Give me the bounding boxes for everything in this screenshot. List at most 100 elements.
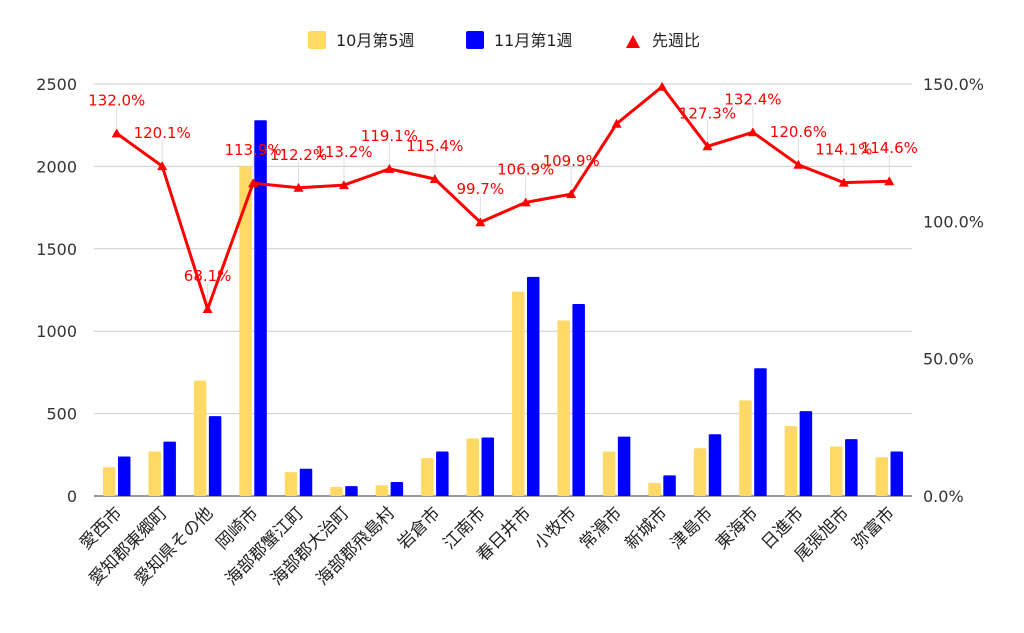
category-label: 岩倉市: [394, 503, 444, 553]
ratio-series-line: [115, 85, 890, 311]
ratio-point: [248, 178, 259, 188]
bar-series2: [208, 416, 222, 496]
legend-label-series1: 10月第5週: [336, 31, 415, 50]
bar-series1: [330, 486, 343, 496]
ratio-line: [111, 81, 895, 313]
left-tick-label: 0: [67, 487, 77, 506]
ratio-data-label: 114.1%: [815, 141, 872, 159]
ratio-data-label: 112.2%: [270, 146, 327, 164]
ratio-data-label: 119.1%: [361, 127, 418, 145]
legend-label-line: 先週比: [652, 31, 700, 50]
bar-series1: [102, 467, 116, 496]
bars: [102, 120, 904, 497]
legend-label-series2: 11月第1週: [494, 31, 573, 50]
category-label: 津島市: [667, 503, 717, 553]
right-tick-label: 150.0%: [923, 75, 984, 94]
bar-series2: [890, 451, 904, 496]
category-label: 小牧市: [530, 503, 580, 553]
bar-series2: [345, 486, 358, 496]
bar-series1: [375, 485, 389, 496]
bar-series2: [754, 368, 767, 496]
bar-series2: [617, 436, 631, 496]
bar-series2: [436, 451, 449, 496]
ratio-point: [520, 197, 531, 207]
bar-series1: [784, 425, 798, 496]
category-labels: 愛西市愛知郡東郷町愛知県その他岡崎市海部郡蟹江町海部郡大治町海部郡飛島村岩倉市江…: [76, 503, 899, 589]
left-tick-label: 2500: [36, 75, 77, 94]
ratio-point: [702, 141, 713, 151]
ratio-point: [111, 128, 122, 138]
bar-series1: [602, 451, 616, 496]
ratio-data-label: 68.1%: [184, 267, 232, 285]
bar-series2: [708, 434, 722, 496]
bar-series1: [693, 448, 707, 496]
bar-series1: [239, 166, 252, 496]
left-tick-label: 1500: [36, 240, 77, 259]
ratio-data-label: 132.4%: [724, 90, 781, 108]
bar-series2: [117, 456, 131, 496]
ratio-data-label: 113.9%: [224, 141, 281, 159]
legend-marker-line: [626, 35, 640, 48]
bar-series1: [557, 320, 570, 496]
ratio-point: [838, 177, 849, 187]
category-label: 弥富市: [849, 503, 899, 553]
right-tick-label: 100.0%: [923, 212, 984, 231]
right-tick-label: 0.0%: [923, 487, 964, 506]
bar-series2: [481, 437, 495, 496]
bar-series2: [572, 304, 585, 496]
left-tick-label: 500: [46, 405, 77, 424]
bar-series1: [466, 438, 480, 496]
ratio-point: [611, 118, 622, 128]
left-tick-label: 2000: [36, 157, 77, 176]
ratio-point: [338, 180, 349, 190]
legend-swatch-series2: [466, 31, 484, 49]
category-label: 東海市: [712, 503, 762, 553]
ratio-labels: 132.0% 120.1% 68.1% 113.9%112.2%113.2%119.1…: [88, 90, 918, 303]
left-axis: 0 500 1000 1500 2000 2500: [36, 75, 77, 506]
ratio-data-label: 115.4%: [406, 137, 463, 155]
ratio-point: [657, 81, 668, 91]
legend-swatch-series1: [308, 31, 326, 49]
bar-series2: [663, 475, 676, 496]
ratio-data-label: 127.3%: [679, 104, 736, 122]
bar-series1: [830, 446, 843, 496]
ratio-data-label: 109.9%: [543, 152, 600, 170]
ratio-point: [384, 163, 395, 173]
bar-series1: [648, 482, 661, 496]
left-tick-label: 1000: [36, 322, 77, 341]
bar-series1: [148, 451, 161, 496]
bar-series1: [193, 380, 207, 496]
ratio-point: [475, 217, 486, 227]
ratio-point: [157, 161, 168, 171]
ratio-point: [793, 159, 804, 169]
ratio-data-label: 120.6%: [770, 123, 827, 141]
bar-series2: [254, 120, 267, 497]
ratio-data-label: 132.0%: [88, 91, 145, 109]
ratio-data-label: 120.1%: [134, 124, 191, 142]
ratio-point: [202, 304, 213, 313]
category-label: 常滑市: [576, 503, 626, 553]
bar-series2: [163, 441, 176, 496]
legend: 10月第5週 11月第1週 先週比: [308, 31, 700, 50]
ratio-point: [429, 174, 440, 183]
ratio-point: [293, 182, 304, 192]
bar-series2: [845, 439, 858, 496]
ratio-data-label: 99.7%: [456, 180, 504, 198]
right-tick-label: 50.0%: [923, 350, 974, 369]
category-label: 新城市: [621, 503, 671, 553]
ratio-data-label: 106.9%: [497, 160, 554, 178]
ratio-point: [747, 127, 758, 137]
bar-series1: [421, 458, 434, 496]
bar-series2: [390, 481, 404, 496]
bar-series1: [739, 400, 752, 496]
bar-series2: [526, 276, 540, 496]
bar-series2: [799, 411, 813, 496]
bar-series1: [284, 472, 298, 496]
bar-series1: [875, 457, 889, 496]
ratio-data-label: 113.2%: [315, 143, 372, 161]
ratio-point: [884, 176, 895, 186]
bar-series2: [299, 468, 313, 496]
right-axis: 0.0% 50.0% 100.0% 150.0%: [923, 75, 984, 506]
